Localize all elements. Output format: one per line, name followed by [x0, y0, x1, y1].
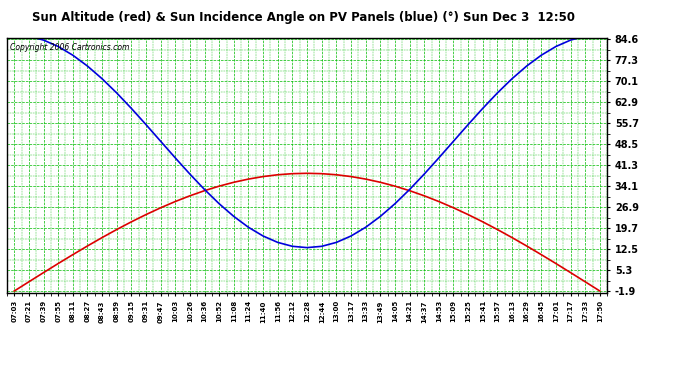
- Text: Copyright 2006 Cartronics.com: Copyright 2006 Cartronics.com: [10, 43, 129, 52]
- Text: Sun Altitude (red) & Sun Incidence Angle on PV Panels (blue) (°) Sun Dec 3  12:5: Sun Altitude (red) & Sun Incidence Angle…: [32, 11, 575, 24]
